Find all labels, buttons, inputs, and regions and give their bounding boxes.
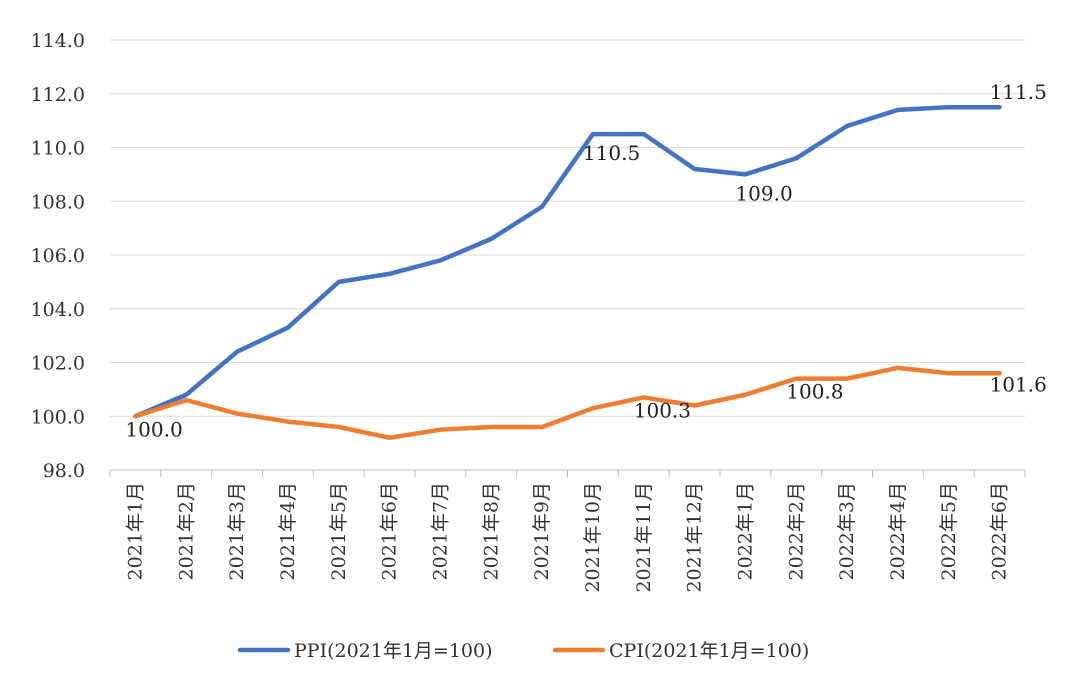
data-label: 100.0 [125,417,182,441]
y-tick-label: 112.0 [31,84,85,106]
y-tick-label: 114.0 [31,30,85,52]
series-lines [133,104,1002,440]
x-tick-label: 2021年6月 [379,482,401,580]
y-tick-label: 106.0 [31,245,85,267]
data-label: 109.0 [735,181,792,205]
y-tick-label: 98.0 [43,460,85,482]
series-line-ppi [133,104,1002,419]
x-tick-label: 2022年6月 [989,482,1011,580]
grid-lines [110,39,1025,471]
x-tick-label: 2022年3月 [836,482,858,580]
y-tick-label: 104.0 [31,299,85,321]
x-tick-label: 2021年12月 [684,482,706,593]
x-tick-label: 2021年11月 [633,482,655,593]
x-tick-label: 2021年3月 [226,482,248,580]
legend-label-ppi: PPI(2021年1月=100) [294,640,493,662]
x-tick-label: 2021年1月 [124,482,146,580]
series-line-cpi [133,365,1002,440]
y-tick-label: 108.0 [31,191,85,213]
y-axis: 98.0 100.0 102.0 104.0 106.0 108.0 110.0 112.0 1… [31,30,85,482]
data-label: 111.5 [990,80,1047,104]
x-tick-label: 2021年9月 [531,482,553,580]
y-tick-label: 102.0 [31,353,85,375]
legend-label-cpi: CPI(2021年1月=100) [609,640,809,662]
data-label: 101.6 [990,372,1047,396]
x-tick-label: 2021年5月 [328,482,350,580]
data-labels: 110.5 109.0 111.5 100.0 100.3 100.8 101.6 [125,80,1046,441]
x-tick-label: 2021年7月 [429,482,451,580]
data-label: 100.3 [634,398,691,422]
y-tick-label: 100.0 [31,406,85,428]
legend: PPI(2021年1月=100) CPI(2021年1月=100) [237,640,809,662]
x-tick-label: 2022年5月 [938,482,960,580]
x-tick-label: 2022年1月 [734,482,756,580]
x-tick-label: 2021年10月 [582,482,604,593]
x-tick-label: 2021年8月 [480,482,502,580]
data-label: 100.8 [786,380,843,404]
x-tick-label: 2021年4月 [277,482,299,580]
x-tick-label: 2022年2月 [785,482,807,580]
data-label: 110.5 [583,141,640,165]
y-tick-label: 110.0 [31,138,85,160]
x-tick-label: 2022年4月 [887,482,909,580]
x-tick-label: 2021年2月 [175,482,197,580]
x-axis: 2021年1月 2021年2月 2021年3月 2021年4月 2021年5月 2021年… [109,469,1026,593]
